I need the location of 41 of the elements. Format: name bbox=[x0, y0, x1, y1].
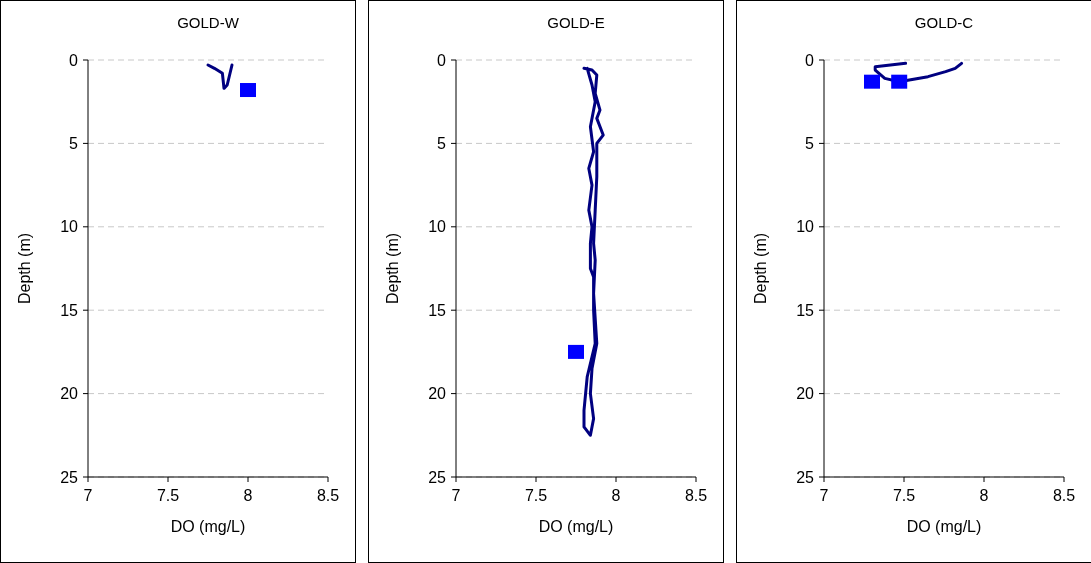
y-tick-label: 0 bbox=[69, 51, 79, 69]
y-tick-label: 10 bbox=[428, 218, 447, 236]
x-axis-title: DO (mg/L) bbox=[906, 518, 982, 535]
y-axis-title: Depth (m) bbox=[384, 232, 401, 305]
line-series bbox=[582, 66, 605, 437]
y-tick-label: 25 bbox=[60, 468, 79, 486]
x-tick-label: 8 bbox=[611, 487, 621, 504]
y-tick-label: 25 bbox=[428, 468, 447, 486]
y-tick-label: 0 bbox=[437, 51, 447, 69]
chart-title: GOLD-E bbox=[547, 14, 605, 31]
x-tick-label: 7 bbox=[83, 487, 93, 504]
chart-title: GOLD-C bbox=[914, 14, 974, 31]
y-tick-label: 10 bbox=[60, 218, 79, 236]
y-tick-label: 5 bbox=[805, 135, 815, 152]
y-tick-label: 15 bbox=[60, 301, 79, 319]
y-tick-label: 15 bbox=[796, 301, 815, 319]
x-tick-label: 7.5 bbox=[524, 487, 548, 504]
x-axis-title: DO (mg/L) bbox=[170, 518, 246, 535]
y-tick-label: 5 bbox=[69, 135, 79, 152]
x-tick-label: 7.5 bbox=[156, 487, 180, 504]
y-tick-label: 5 bbox=[437, 135, 447, 152]
y-tick-label: 20 bbox=[796, 385, 815, 403]
x-axis-title: DO (mg/L) bbox=[538, 518, 614, 535]
x-tick-label: 8.5 bbox=[1052, 487, 1076, 504]
x-tick-label: 7.5 bbox=[892, 487, 916, 504]
y-tick-label: 0 bbox=[805, 51, 815, 69]
line-series bbox=[206, 63, 234, 90]
x-tick-label: 7 bbox=[451, 487, 461, 504]
y-tick-label: 10 bbox=[796, 218, 815, 236]
y-tick-label: 20 bbox=[428, 385, 447, 403]
x-tick-label: 8.5 bbox=[684, 487, 708, 504]
x-tick-label: 8.5 bbox=[316, 487, 340, 504]
y-tick-label: 15 bbox=[428, 301, 447, 319]
chart-title: GOLD-W bbox=[177, 14, 240, 31]
y-tick-label: 25 bbox=[796, 468, 815, 486]
y-axis-title: Depth (m) bbox=[752, 232, 769, 305]
x-tick-label: 8 bbox=[979, 487, 989, 504]
x-tick-label: 8 bbox=[243, 487, 253, 504]
y-axis-title: Depth (m) bbox=[16, 232, 33, 305]
y-tick-label: 20 bbox=[60, 385, 79, 403]
x-tick-label: 7 bbox=[819, 487, 829, 504]
